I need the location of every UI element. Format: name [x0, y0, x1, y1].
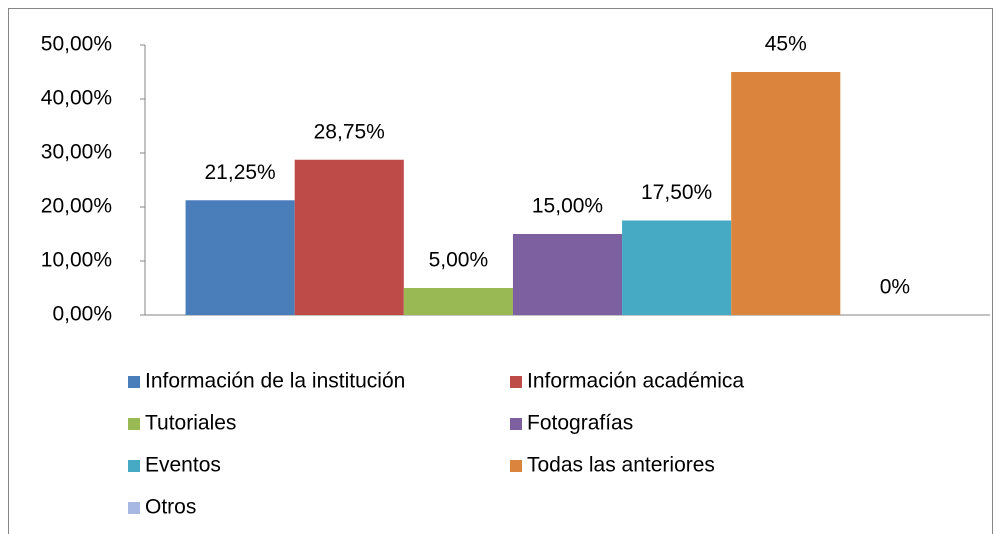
- legend-swatch: [128, 376, 140, 388]
- legend-label: Información académica: [527, 370, 744, 393]
- bar: [403, 288, 513, 315]
- value-label: 0%: [880, 276, 910, 299]
- legend-swatch: [510, 460, 522, 472]
- bar: [731, 72, 841, 315]
- legend-swatch: [128, 460, 140, 472]
- value-label: 28,75%: [314, 120, 385, 143]
- value-label: 17,50%: [641, 181, 712, 204]
- y-tick-label: 0,00%: [52, 303, 112, 326]
- legend-swatch: [128, 502, 140, 514]
- legend-swatch: [128, 418, 140, 430]
- y-tick-label: 10,00%: [41, 249, 112, 272]
- legend-label: Tutoriales: [145, 412, 236, 435]
- bar: [622, 220, 732, 315]
- y-tick-label: 50,00%: [41, 33, 112, 56]
- legend-label: Fotografías: [527, 412, 633, 435]
- legend-swatch: [510, 376, 522, 388]
- legend-swatch: [510, 418, 522, 430]
- value-label: 5,00%: [429, 249, 489, 272]
- y-tick-label: 30,00%: [41, 141, 112, 164]
- value-label: 15,00%: [532, 195, 603, 218]
- legend-label: Otros: [145, 496, 196, 519]
- legend-label: Eventos: [145, 454, 221, 477]
- chart-frame: [8, 8, 993, 534]
- value-label: 21,25%: [205, 161, 276, 184]
- legend-label: Todas las anteriores: [527, 454, 715, 477]
- legend-label: Información de la institución: [145, 370, 405, 393]
- bar: [185, 200, 295, 315]
- bar: [294, 159, 404, 315]
- y-tick-label: 20,00%: [41, 195, 112, 218]
- y-tick-label: 40,00%: [41, 87, 112, 110]
- bar: [512, 234, 623, 315]
- value-label: 45%: [765, 33, 807, 56]
